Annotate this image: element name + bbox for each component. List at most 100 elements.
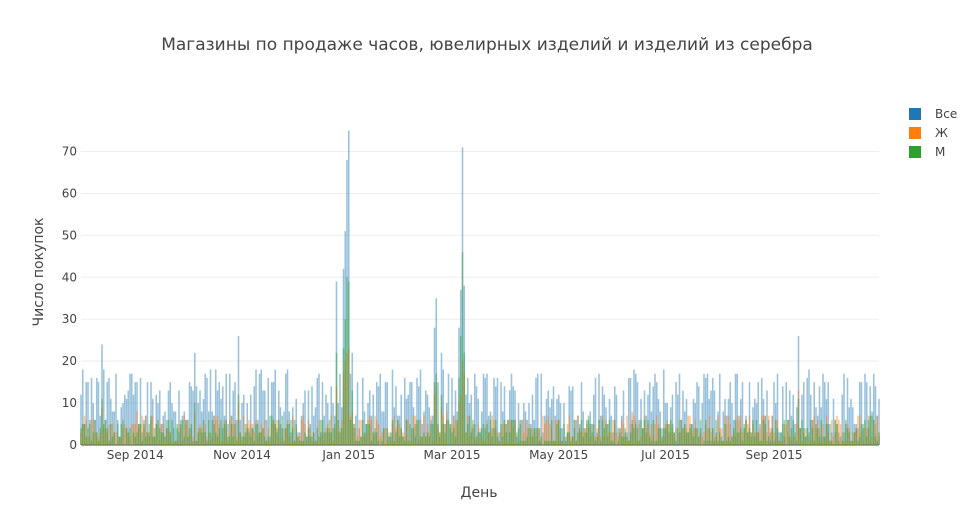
bar-male	[741, 440, 744, 445]
bar-all	[556, 398, 558, 445]
bar-female	[325, 428, 327, 445]
bar-female	[412, 415, 415, 445]
bar-male	[101, 398, 103, 445]
legend-item[interactable]: Ж	[909, 126, 948, 140]
bar-female	[521, 419, 523, 445]
bar-male	[179, 419, 182, 445]
bar-female	[666, 419, 669, 445]
bar-all	[710, 390, 712, 445]
bar-all	[129, 373, 131, 445]
bar-female	[333, 428, 336, 445]
bar-male	[671, 424, 674, 445]
bar-male	[228, 436, 231, 445]
bar-male	[447, 419, 450, 445]
bar-all	[181, 415, 184, 445]
bar-female	[701, 436, 704, 445]
bar-female	[419, 419, 422, 445]
bar-female	[410, 440, 413, 445]
bar-male	[631, 424, 634, 445]
bar-all	[491, 428, 494, 445]
bar-female	[118, 436, 121, 445]
bar-female	[407, 419, 410, 445]
bar-male	[178, 432, 180, 445]
bar-female	[115, 432, 117, 445]
bar-all	[834, 432, 837, 445]
bar-female	[636, 440, 639, 445]
bar-all	[477, 398, 480, 445]
bar-male	[354, 440, 357, 445]
bar-female	[734, 436, 737, 445]
bar-male	[200, 432, 203, 445]
bar-male	[696, 428, 698, 445]
bar-female	[83, 415, 86, 445]
bar-male	[571, 436, 574, 445]
bar-male	[767, 436, 770, 445]
bar-male	[836, 424, 838, 445]
bar-male	[781, 424, 784, 445]
bar-female	[395, 428, 397, 445]
bar-male	[88, 424, 91, 445]
bar-male	[237, 394, 240, 445]
bar-all	[265, 419, 268, 445]
bar-all	[605, 407, 607, 445]
bar-female	[101, 407, 103, 445]
bar-female	[356, 436, 359, 445]
bar-female	[606, 424, 609, 445]
bar-female	[360, 419, 362, 445]
bar-male	[463, 352, 466, 445]
bar-male	[594, 440, 597, 445]
bar-female	[148, 432, 151, 445]
bar-male	[834, 419, 837, 445]
bar-male	[801, 419, 803, 445]
bar-female	[440, 407, 443, 445]
bar-male	[375, 432, 378, 445]
bar-female	[759, 428, 761, 445]
bar-male	[311, 436, 313, 445]
bar-female	[186, 419, 189, 445]
bar-female	[876, 415, 879, 445]
bar-all	[164, 411, 166, 445]
bar-female	[421, 436, 424, 445]
bar-male	[216, 436, 219, 445]
bar-female	[816, 419, 819, 445]
legend-item[interactable]: М	[909, 145, 945, 159]
bar-all	[776, 373, 779, 445]
bar-male	[522, 440, 525, 445]
bar-female	[771, 415, 774, 445]
bar-all	[307, 390, 310, 445]
bar-male	[750, 436, 753, 445]
bar-female	[158, 440, 161, 445]
bar-female	[836, 415, 838, 445]
bar-male	[402, 436, 404, 445]
bar-male	[426, 432, 429, 445]
bar-female	[624, 436, 627, 445]
bar-all	[440, 352, 443, 445]
bar-female	[533, 432, 536, 445]
bar-male	[559, 428, 562, 445]
bar-male	[682, 428, 684, 445]
bar-male	[381, 440, 383, 445]
bar-all	[256, 419, 259, 445]
bar-female	[801, 440, 803, 445]
bar-all	[146, 382, 149, 445]
bar-all	[178, 390, 180, 445]
bar-female	[262, 428, 264, 445]
bar-male	[512, 419, 515, 445]
bar-all	[409, 382, 411, 445]
bar-female	[575, 440, 578, 445]
bar-all	[234, 382, 236, 445]
bar-male	[662, 428, 665, 445]
bar-all	[393, 407, 396, 445]
bar-female	[164, 436, 166, 445]
bar-all	[871, 411, 873, 445]
bar-female	[167, 428, 170, 445]
bar-female	[339, 428, 341, 445]
bar-all	[689, 424, 691, 445]
bar-female	[326, 424, 329, 445]
legend-item[interactable]: Все	[909, 107, 957, 121]
bar-female	[92, 419, 95, 445]
bar-all	[332, 403, 334, 445]
bar-female	[704, 424, 707, 445]
bar-male	[400, 428, 403, 445]
bar-female	[179, 428, 182, 445]
